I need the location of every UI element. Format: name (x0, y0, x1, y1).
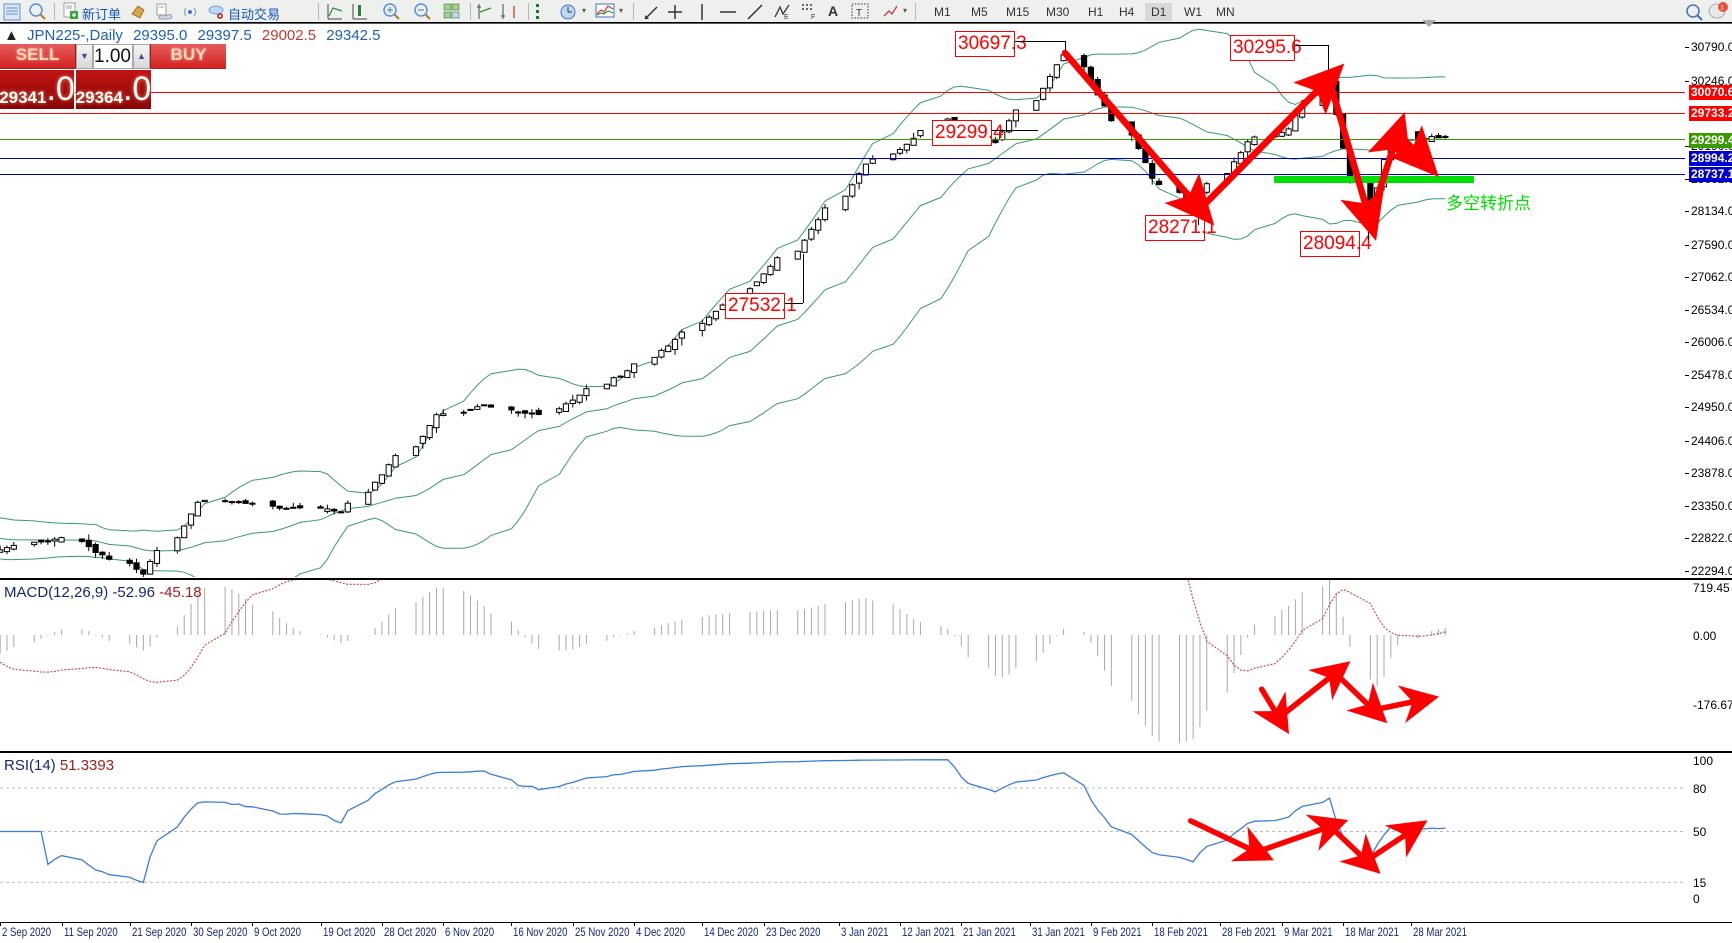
svg-text:F: F (811, 14, 815, 21)
svg-text:T: T (856, 8, 862, 19)
svg-text:E: E (784, 14, 789, 21)
